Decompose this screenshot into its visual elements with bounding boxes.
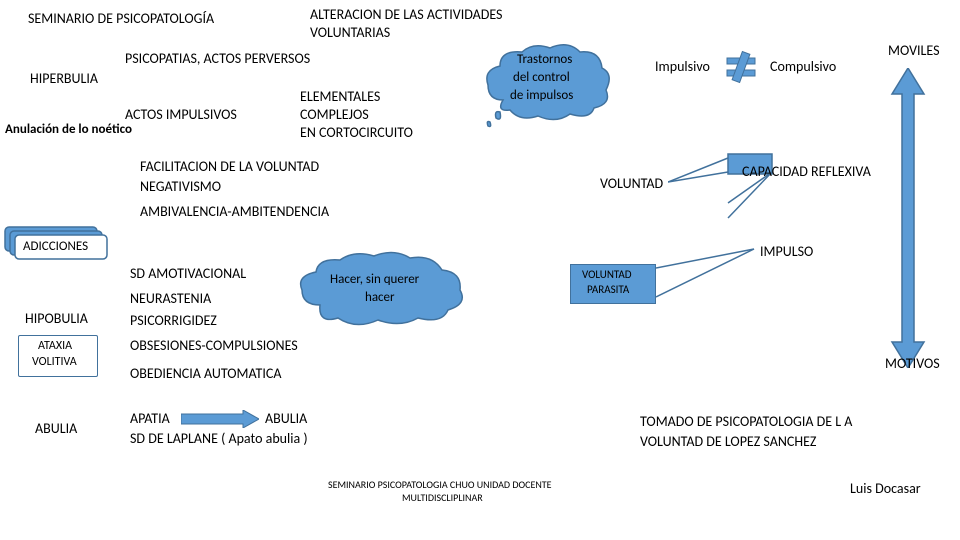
- ambivalencia-label: AMBIVALENCIA-AMBITENDENCIA: [140, 203, 329, 220]
- moviles-label: MOVILES: [888, 42, 940, 59]
- ataxia-label2: VOLITIVA: [32, 355, 77, 369]
- elementales-label: ELEMENTALES: [300, 88, 380, 105]
- abulia-left-label: ABULIA: [35, 420, 77, 437]
- apatia-label: APATIA: [130, 410, 170, 427]
- impulso-label: IMPULSO: [760, 243, 813, 260]
- hacer-l1: Hacer, sin querer: [330, 272, 419, 287]
- neurastenia-label: NEURASTENIA: [130, 290, 211, 307]
- voluntad-label: VOLUNTAD: [600, 175, 663, 192]
- facilitacion-label: FACILITACION DE LA VOLUNTAD: [140, 158, 319, 175]
- main-title-line1: ALTERACION DE LAS ACTIVIDADES: [310, 6, 503, 23]
- abulia-right-label: ABULIA: [265, 410, 307, 427]
- hacer-l2: hacer: [365, 290, 395, 305]
- seminar-title: SEMINARIO DE PSICOPATOLOGÍA: [28, 10, 214, 27]
- tomado-l2: VOLUNTAD DE LOPEZ SANCHEZ: [640, 433, 816, 450]
- footer-l1: SEMINARIO PSICOPATOLOGIA CHUO UNIDAD DOC…: [328, 478, 552, 491]
- psicorrigidez-label: PSICORRIGIDEZ: [130, 312, 217, 329]
- anulacion-label: Anulación de lo noético: [5, 122, 132, 137]
- voluntad-parasita-l1: VOLUNTAD: [582, 268, 632, 281]
- sd-amotivacional-label: SD AMOTIVACIONAL: [130, 265, 246, 282]
- voluntad-connector: [668, 148, 788, 228]
- ataxia-label1: ATAXIA: [38, 339, 72, 353]
- capacidad-label: CAPACIDAD REFLEXIVA: [742, 163, 871, 180]
- vertical-double-arrow: [890, 68, 926, 368]
- tomado-l1: TOMADO DE PSICOPATOLOGIA DE L A: [640, 413, 852, 430]
- actos-impulsivos-label: ACTOS IMPULSIVOS: [125, 106, 237, 123]
- negativismo-label: NEGATIVISMO: [140, 178, 221, 195]
- main-title-line2: VOLUNTARIAS: [310, 24, 390, 41]
- voluntad-parasita-l2: PARASITA: [587, 283, 629, 296]
- author-label: Luis Docasar: [850, 480, 921, 497]
- apatia-arrow: [181, 410, 259, 428]
- cortocircuito-label: EN CORTOCIRCUITO: [300, 124, 413, 141]
- trastornos-l3: de impulsos: [510, 88, 573, 103]
- trastornos-l1: Trastornos: [517, 52, 572, 67]
- impulsivo-label: Impulsivo: [655, 58, 710, 75]
- trastornos-l2: del control: [513, 70, 570, 85]
- obsesiones-label: OBSESIONES-COMPULSIONES: [130, 337, 298, 354]
- hipobulia-label: HIPOBULIA: [25, 310, 88, 327]
- adicciones-label: ADICCIONES: [23, 239, 88, 254]
- parasita-connector: [656, 235, 766, 305]
- motivos-label: MOTIVOS: [885, 355, 940, 372]
- hiperbulia-label: HIPERBULIA: [30, 70, 98, 87]
- laplane-label: SD DE LAPLANE ( Apato abulia ): [130, 430, 308, 447]
- obediencia-label: OBEDIENCIA AUTOMATICA: [130, 365, 281, 382]
- complejos-label: COMPLEJOS: [300, 106, 369, 123]
- compulsivo-label: Compulsivo: [770, 58, 836, 75]
- psicopatias-label: PSICOPATIAS, ACTOS PERVERSOS: [125, 50, 310, 67]
- not-equal-icon: [723, 50, 759, 84]
- footer-l2: MULTIDISCLIPLINAR: [402, 491, 483, 504]
